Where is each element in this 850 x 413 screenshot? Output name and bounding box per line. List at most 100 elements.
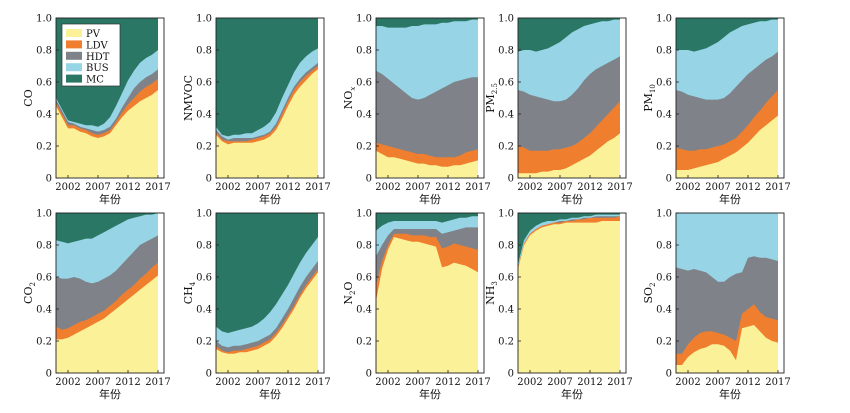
x-tick-label: 2017 <box>465 182 490 193</box>
y-tick-label: 0.8 <box>356 241 372 252</box>
panel-pm10: 0 0.2 0.4 0.6 0.8 1.0 2002 2007 2012 2017 年份 PM10 <box>642 14 791 207</box>
x-axis-label: 年份 <box>99 192 121 206</box>
legend-label-pv: PV <box>86 29 101 40</box>
y-tick-label: 0.2 <box>356 142 372 153</box>
x-axis-label: 年份 <box>561 192 583 206</box>
x-axis-label: 年份 <box>259 192 281 206</box>
area-pv <box>676 325 778 373</box>
y-tick-label: 0.4 <box>36 110 52 121</box>
x-tick-label: 2007 <box>245 182 270 193</box>
x-tick-label: 2002 <box>675 182 700 193</box>
x-tick-label: 2007 <box>705 377 730 388</box>
x-tick-label: 2017 <box>607 377 632 388</box>
x-axis-label: 年份 <box>259 387 281 401</box>
y-tick-label: 0.6 <box>656 78 672 89</box>
y-tick-label: 1.0 <box>196 209 212 220</box>
panel-nh3: 0 0.2 0.4 0.6 0.8 1.0 2002 2007 2012 2017 年份 NH3 <box>484 209 633 402</box>
area-pv <box>56 275 158 373</box>
x-axis-label: 年份 <box>419 387 441 401</box>
y-tick-label: 0.2 <box>656 142 672 153</box>
y-axis-label: SO2 <box>642 282 657 303</box>
x-tick-label: 2012 <box>735 182 760 193</box>
y-axis-label: N2O <box>342 281 357 304</box>
x-tick-label: 2012 <box>115 377 140 388</box>
panel-ch4: 0 0.2 0.4 0.6 0.8 1.0 2002 2007 2012 2017 年份 CH4 <box>182 209 331 402</box>
panel-co2: 0 0.2 0.4 0.6 0.8 1.0 2002 2007 2012 2017 年份 CO2 <box>22 209 171 402</box>
legend-swatch-bus <box>66 63 82 72</box>
y-tick-label: 0.4 <box>356 305 372 316</box>
x-tick-label: 2002 <box>375 182 400 193</box>
x-tick-label: 2017 <box>765 377 790 388</box>
y-tick-label: 0.6 <box>498 273 514 284</box>
x-tick-label: 2017 <box>305 182 330 193</box>
y-tick-label: 0.8 <box>36 46 52 57</box>
y-tick-label: 0.6 <box>36 78 52 89</box>
y-axis-label: NOx <box>342 87 357 110</box>
y-tick-label: 0.2 <box>656 337 672 348</box>
y-tick-label: 0.4 <box>356 110 372 121</box>
y-tick-label: 1.0 <box>656 209 672 220</box>
plot-frame <box>517 17 627 179</box>
x-tick-label: 2012 <box>577 182 602 193</box>
y-tick-label: 0.4 <box>656 305 672 316</box>
y-tick-label: 0.4 <box>36 305 52 316</box>
y-tick-label: 0.2 <box>498 337 514 348</box>
plot-frame <box>675 17 785 179</box>
y-tick-label: 0 <box>508 174 514 185</box>
x-tick-label: 2012 <box>735 377 760 388</box>
y-tick-label: 0 <box>508 369 514 380</box>
x-tick-label: 2017 <box>607 182 632 193</box>
y-tick-label: 0 <box>206 174 212 185</box>
y-tick-label: 1.0 <box>36 209 52 220</box>
y-tick-label: 0.4 <box>196 305 212 316</box>
y-axis-label: PM10 <box>642 84 657 112</box>
x-tick-label: 2007 <box>705 182 730 193</box>
area-pv <box>518 221 620 373</box>
y-tick-label: 0.4 <box>498 110 514 121</box>
y-tick-label: 0.2 <box>36 142 52 153</box>
area-pv <box>216 69 318 178</box>
y-tick-label: 0.2 <box>356 337 372 348</box>
y-tick-label: 0.6 <box>196 273 212 284</box>
legend-label-hdt: HDT <box>86 52 110 63</box>
plot-frame <box>517 212 627 374</box>
x-tick-label: 2007 <box>405 377 430 388</box>
y-axis-label: NMVOC <box>182 75 195 121</box>
y-tick-label: 0.8 <box>36 241 52 252</box>
x-tick-label: 2012 <box>435 377 460 388</box>
y-tick-label: 1.0 <box>356 209 372 220</box>
plot-frame <box>55 17 165 179</box>
y-tick-label: 0.6 <box>196 78 212 89</box>
y-tick-label: 0.8 <box>196 46 212 57</box>
y-tick-label: 1.0 <box>656 14 672 25</box>
panel-n2o: 0 0.2 0.4 0.6 0.8 1.0 2002 2007 2012 2017 年份 N2O <box>342 209 491 402</box>
y-tick-label: 0 <box>366 369 372 380</box>
y-tick-label: 0.8 <box>196 241 212 252</box>
x-tick-label: 2002 <box>215 377 240 388</box>
y-tick-label: 0.8 <box>498 46 514 57</box>
plot-frame <box>215 17 325 179</box>
x-tick-label: 2007 <box>85 182 110 193</box>
y-tick-label: 1.0 <box>36 14 52 25</box>
y-tick-label: 1.0 <box>196 14 212 25</box>
area-pv <box>56 90 158 178</box>
x-tick-label: 2007 <box>547 182 572 193</box>
y-axis-label: CO <box>22 89 35 106</box>
y-tick-label: 1.0 <box>356 14 372 25</box>
area-pv <box>216 272 318 373</box>
area-pv <box>676 115 778 178</box>
x-tick-label: 2007 <box>547 377 572 388</box>
area-pv <box>518 133 620 178</box>
legend-swatch-ldv <box>66 40 82 49</box>
legend-label-ldv: LDV <box>86 40 108 51</box>
legend-swatch-mc <box>66 74 82 83</box>
x-axis-label: 年份 <box>719 192 741 206</box>
y-tick-label: 0.4 <box>196 110 212 121</box>
y-tick-label: 0 <box>366 174 372 185</box>
x-tick-label: 2017 <box>305 377 330 388</box>
legend-label-bus: BUS <box>86 63 109 74</box>
plot-frame <box>375 212 485 374</box>
y-tick-label: 0 <box>666 174 672 185</box>
